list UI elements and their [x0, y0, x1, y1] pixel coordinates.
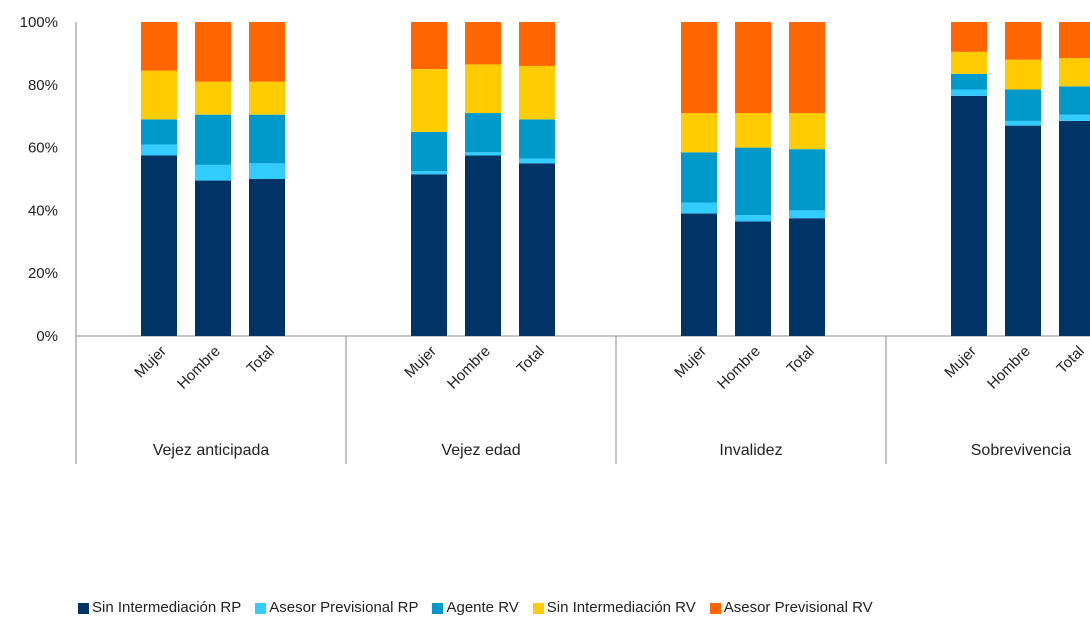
bar-segment [789, 210, 825, 219]
bar-segment [735, 221, 771, 336]
legend-label: Agente RV [446, 599, 519, 616]
legend-item: Asesor Previsional RP [255, 600, 418, 616]
bar-segment [735, 215, 771, 222]
bar-segment [195, 164, 231, 181]
legend-item: Sin Intermediación RV [532, 599, 696, 616]
group-label: Vejez edad [441, 442, 520, 459]
bar-segment [249, 179, 285, 336]
bar-segment [1059, 120, 1090, 336]
y-tick-label: 100% [20, 14, 58, 31]
bar-segment [249, 114, 285, 164]
bar-segment [195, 114, 231, 165]
legend-swatch [709, 602, 721, 614]
group-label: Invalidez [719, 442, 782, 459]
bar-segment [141, 155, 177, 336]
bar-segment [951, 95, 987, 336]
category-label: Mujer [131, 343, 170, 382]
bar-segment [789, 149, 825, 211]
category-label: Mujer [941, 343, 980, 382]
bar-segment [681, 202, 717, 214]
bar-segment [465, 22, 501, 65]
y-tick-label: 60% [28, 140, 58, 157]
legend-swatch [255, 602, 267, 614]
stacked-bar-chart: 0%20%40%60%80%100%Mujer Hombre TotalVejez … [20, 14, 1090, 464]
bar-segment [411, 22, 447, 70]
bar-segment [681, 22, 717, 114]
bar-segment [519, 22, 555, 66]
bar-segment [249, 163, 285, 179]
legend-item: Asesor Previsional RV [709, 599, 873, 616]
bar-segment [141, 144, 177, 156]
bar-segment [465, 152, 501, 156]
bar-segment [195, 22, 231, 82]
bar-segment [1005, 125, 1041, 337]
bar-segment [411, 171, 447, 175]
legend-label: Sin Intermediación RP [92, 599, 242, 616]
bar-segment [519, 119, 555, 159]
bar-segment [789, 218, 825, 336]
category-label: Mujer [671, 343, 710, 382]
bar-segment [1059, 22, 1090, 59]
bar-segment [1005, 22, 1041, 60]
bar-segment [1059, 114, 1090, 121]
legend-label: Asesor Previsional RP [269, 599, 419, 616]
bar-segment [681, 213, 717, 336]
category-label: Total [243, 343, 277, 377]
legend-swatch [532, 602, 544, 614]
bar-segment [951, 73, 987, 90]
legend-label: Sin Intermediación RV [546, 599, 696, 616]
bar-segment [141, 70, 177, 120]
bar-segment [411, 69, 447, 132]
bar-segment [951, 22, 987, 52]
group-label: Vejez anticipada [153, 442, 270, 459]
bar-segment [249, 81, 285, 115]
bar-segment [735, 113, 771, 148]
bar-segment [789, 22, 825, 114]
bar-segment [465, 155, 501, 336]
y-tick-label: 40% [28, 202, 58, 219]
bar-segment [195, 81, 231, 115]
bar-segment [411, 131, 447, 172]
group-label: Sobrevivencia [971, 442, 1072, 459]
y-tick-label: 80% [28, 77, 58, 94]
bar-segment [249, 22, 285, 82]
chart-legend: Sin Intermediación RP Asesor Previsional … [78, 600, 873, 616]
legend-item: Agente RV [432, 599, 519, 616]
bar-segment [465, 64, 501, 114]
bar-segment [465, 113, 501, 153]
category-label: Total [1053, 343, 1087, 377]
legend-swatch [78, 602, 89, 614]
y-tick-label: 0% [36, 328, 58, 345]
category-label: Hombre [444, 343, 494, 393]
bar-segment [735, 147, 771, 216]
bar-segment [1059, 58, 1090, 87]
bar-segment [411, 174, 447, 336]
bar-segment [141, 22, 177, 71]
legend-label: Asesor Previsional RV [723, 599, 873, 616]
bar-segment [951, 89, 987, 96]
bar-segment [1059, 86, 1090, 115]
bar-segment [789, 113, 825, 150]
category-label: Total [783, 343, 817, 377]
category-label: Hombre [714, 343, 764, 393]
category-label: Hombre [984, 343, 1034, 393]
bar-segment [681, 113, 717, 153]
bar-segment [141, 119, 177, 145]
bar-segment [1005, 120, 1041, 126]
bar-segment [951, 51, 987, 74]
bar-segment [735, 22, 771, 114]
category-label: Total [513, 343, 547, 377]
bar-segment [195, 180, 231, 336]
bar-segment [1005, 59, 1041, 90]
bar-segment [519, 65, 555, 120]
bar-segment [519, 158, 555, 164]
legend-item: Sin Intermediación RP [78, 600, 241, 616]
category-label: Hombre [174, 343, 224, 393]
bar-segment [1005, 89, 1041, 121]
bar-segment [519, 163, 555, 336]
category-label: Mujer [401, 343, 440, 382]
y-tick-label: 20% [28, 265, 58, 282]
legend-swatch [432, 602, 444, 614]
bar-segment [681, 152, 717, 203]
